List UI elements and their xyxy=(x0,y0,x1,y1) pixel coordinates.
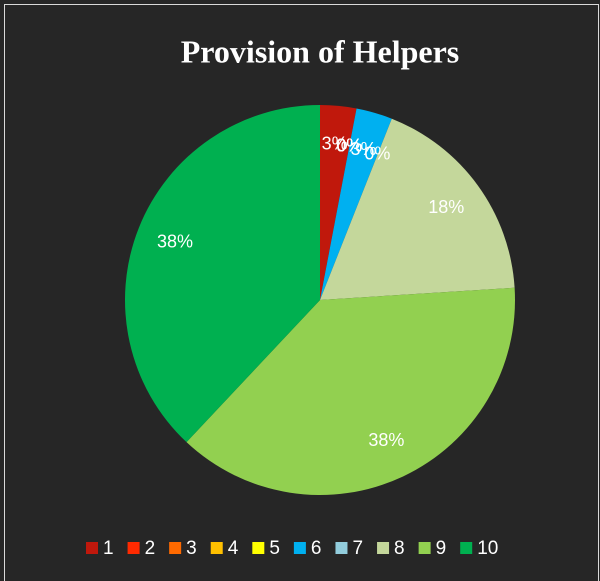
chart-title: Provision of Helpers xyxy=(181,33,460,69)
data-label: 0% xyxy=(336,136,362,156)
data-label: 0% xyxy=(364,144,390,164)
legend-swatch xyxy=(293,542,306,554)
chart-border xyxy=(4,4,599,581)
data-label: 38% xyxy=(368,430,404,450)
legend-label: 10 xyxy=(477,538,498,559)
pie-slice xyxy=(320,108,392,301)
legend-label: 6 xyxy=(311,538,322,559)
pie-slice xyxy=(124,105,320,443)
legend-swatch xyxy=(210,542,223,554)
legend-swatch xyxy=(252,542,265,554)
pie-slice xyxy=(320,118,515,300)
data-label: 0% xyxy=(336,136,362,156)
data-label: 3% xyxy=(322,133,348,153)
legend-swatch xyxy=(127,542,140,554)
data-label: 0% xyxy=(336,136,362,156)
legend-label: 9 xyxy=(436,538,447,559)
data-label: 3% xyxy=(351,139,377,159)
legend-label: 8 xyxy=(394,538,405,559)
pie-slice xyxy=(320,105,357,300)
legend-swatch xyxy=(169,542,182,554)
legend-swatch xyxy=(335,542,348,554)
legend-label: 3 xyxy=(186,538,197,559)
data-label: 38% xyxy=(157,231,193,251)
legend-swatch xyxy=(460,542,473,554)
legend-swatch xyxy=(86,542,98,554)
pie-slice xyxy=(186,287,516,496)
data-label: 18% xyxy=(428,197,464,217)
legend-label: 4 xyxy=(228,538,239,559)
legend-label: 2 xyxy=(145,538,156,559)
legend-swatch xyxy=(377,542,390,554)
legend-swatch xyxy=(418,542,431,554)
data-label: 0% xyxy=(336,136,362,156)
legend-label: 7 xyxy=(352,538,363,559)
legend-label: 1 xyxy=(103,538,114,559)
legend-label: 5 xyxy=(269,538,280,559)
